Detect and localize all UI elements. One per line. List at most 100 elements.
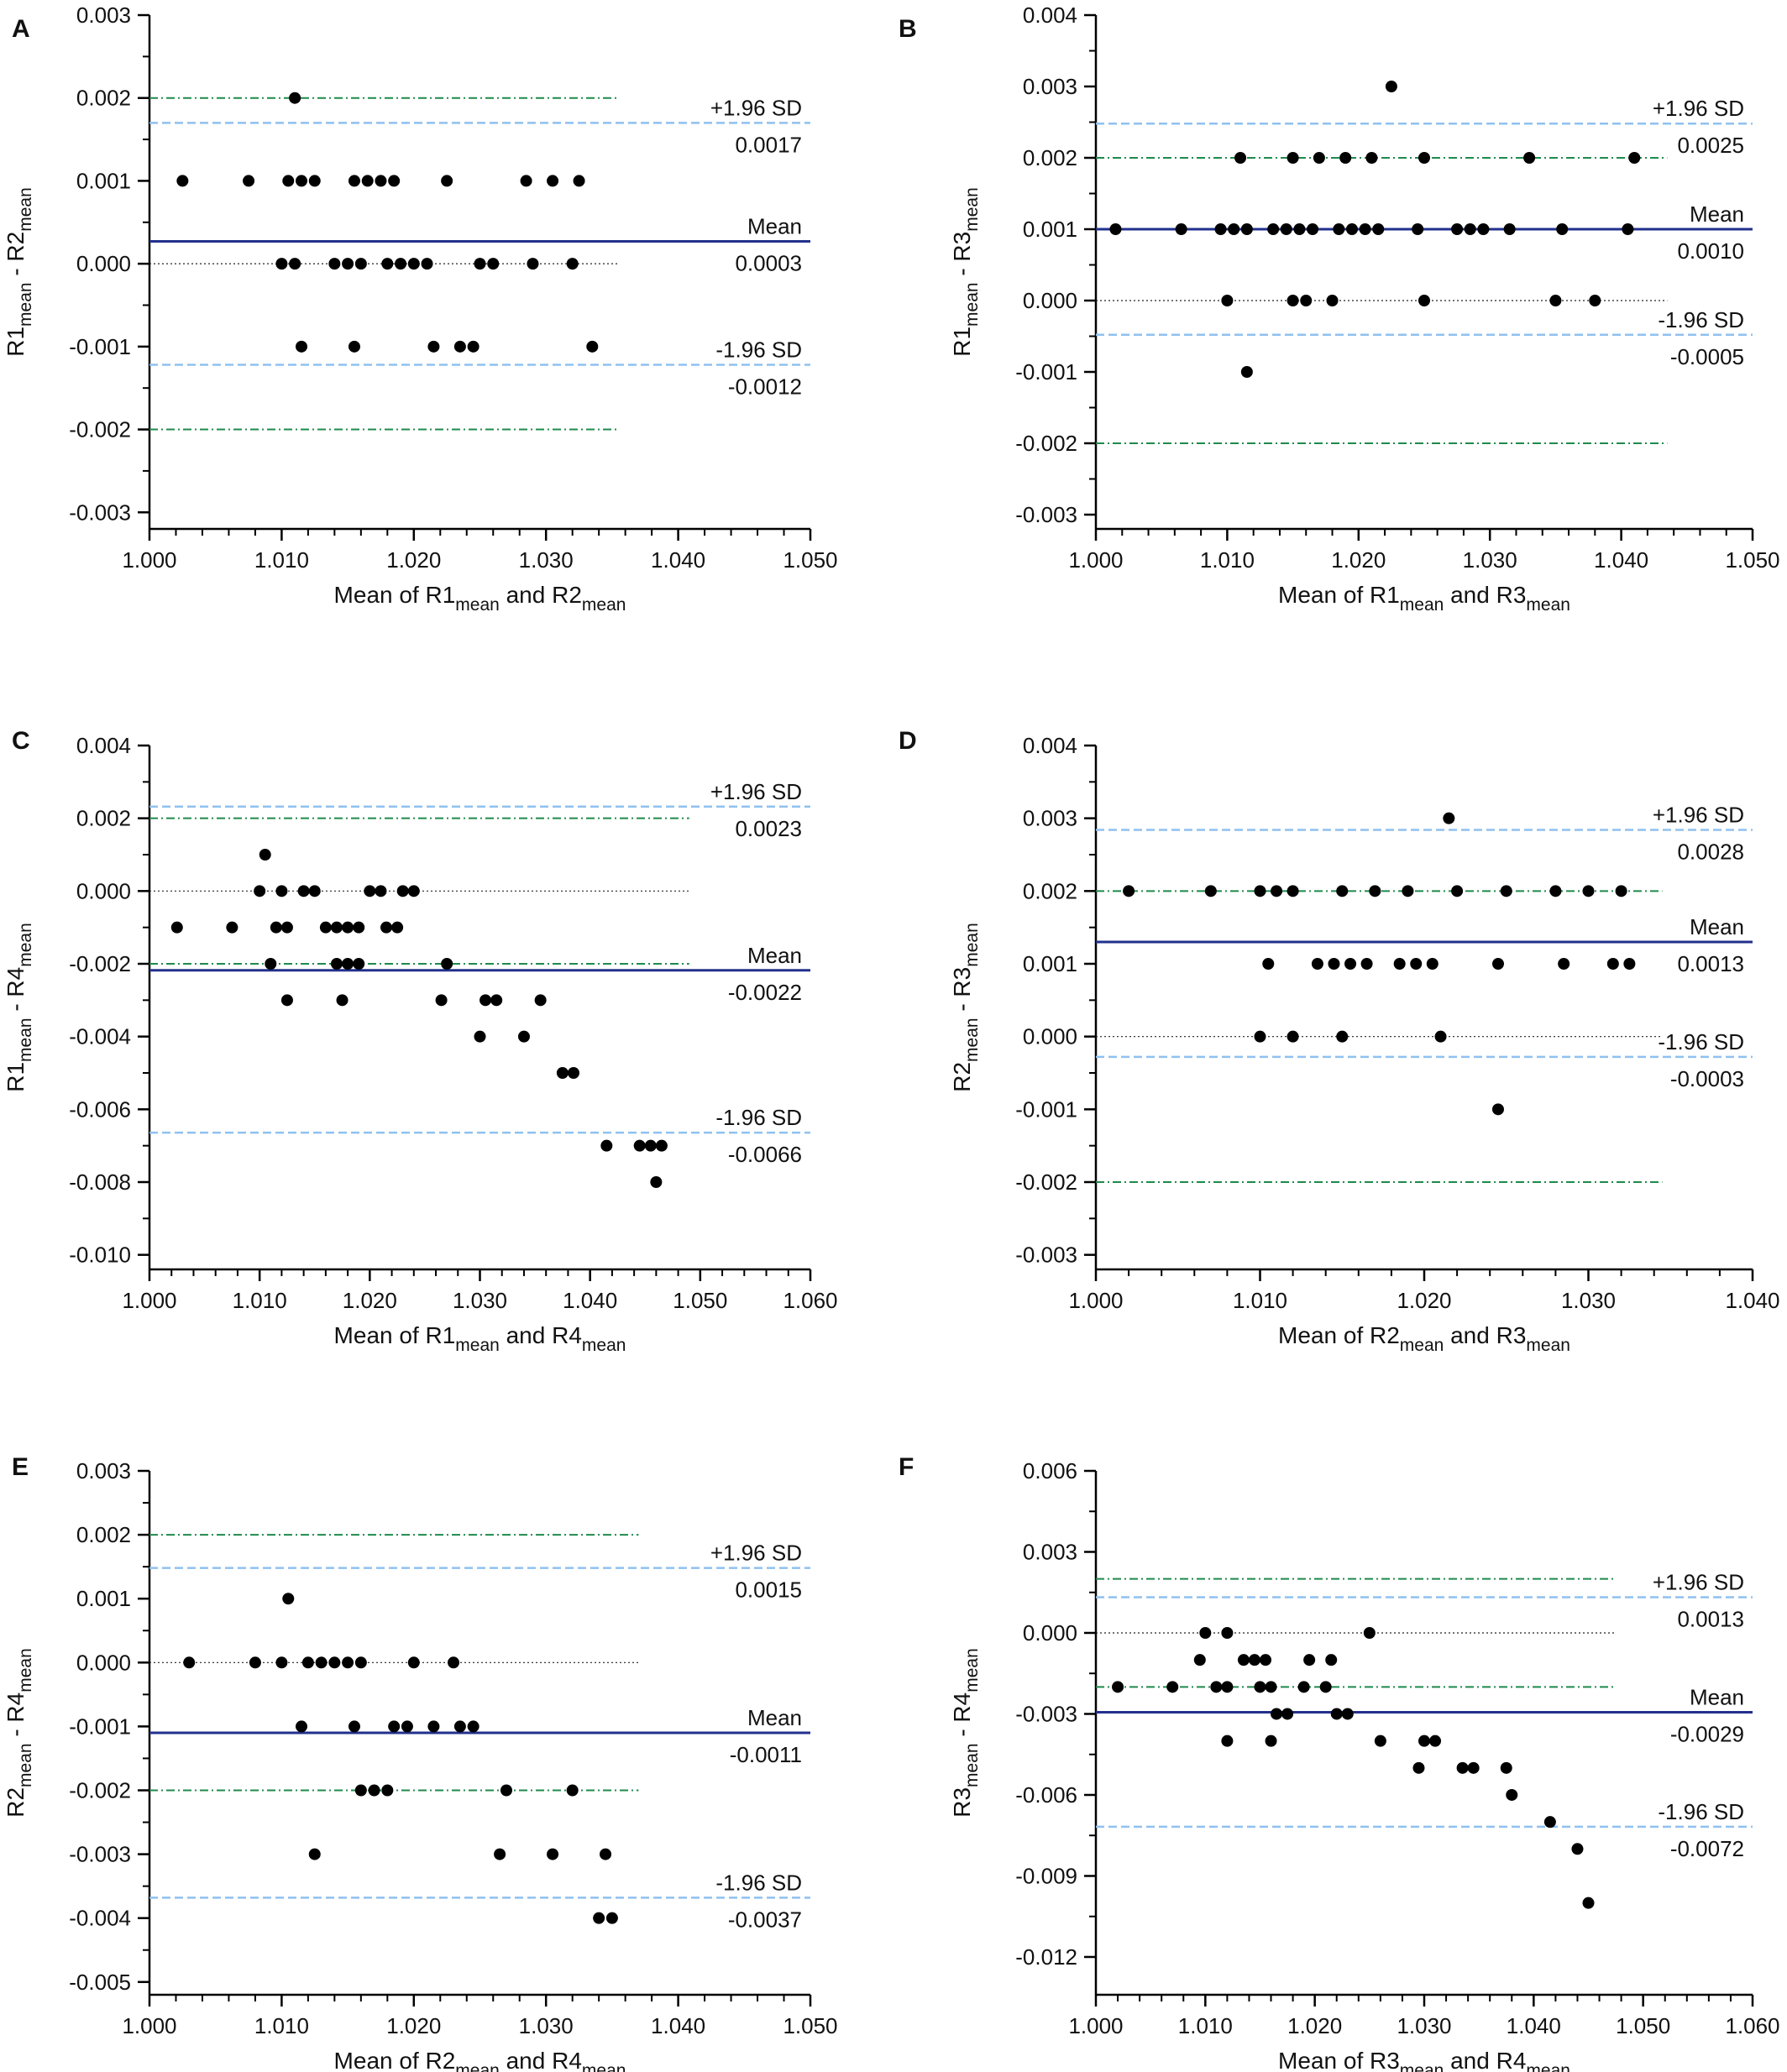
mean-name: Mean (1690, 1685, 1744, 1710)
mean-name: Mean (747, 1705, 802, 1730)
data-point (395, 258, 407, 270)
data-point (275, 885, 288, 897)
y-axis-label-part: R1 (3, 1062, 29, 1092)
data-point (600, 1848, 612, 1860)
y-tick-label: -0.002 (1015, 431, 1077, 456)
data-point (1622, 223, 1634, 235)
x-axis-label-part: mean (1400, 595, 1444, 615)
data-point (517, 1030, 530, 1043)
data-point (1500, 1761, 1512, 1774)
panel-C: C 1.000 1.010 1.020 1.030 1.040 1.050 1.060 -0.0… (3, 727, 838, 1355)
y-tick-label: 0.000 (1023, 1620, 1077, 1646)
y-axis-label-part: mean (16, 1743, 35, 1787)
data-point (1410, 958, 1423, 970)
data-point (1491, 958, 1504, 970)
y-tick-label: 0.003 (1023, 1539, 1077, 1564)
data-point (381, 1784, 394, 1797)
data-point (427, 1720, 440, 1733)
data-point (1582, 1897, 1595, 1909)
data-point (1434, 1030, 1447, 1043)
data-point (1412, 223, 1424, 235)
data-point (1265, 1681, 1277, 1693)
x-tick-label: 1.050 (673, 1288, 727, 1313)
y-axis-label-part: mean (962, 187, 982, 232)
y-tick-label: 0.001 (76, 1586, 131, 1611)
mean-name: Mean (1690, 201, 1744, 227)
data-point (388, 1720, 401, 1733)
data-point (1319, 1681, 1332, 1693)
data-point (176, 175, 189, 187)
y-axis-label-part: R3 (949, 1787, 975, 1818)
data-point (296, 1720, 308, 1733)
y-tick-label: 0.002 (76, 806, 131, 831)
data-point (1199, 1626, 1212, 1639)
data-point (1393, 958, 1406, 970)
y-tick-label: 0.000 (76, 1650, 131, 1675)
data-point (435, 994, 448, 1007)
data-point (1336, 885, 1349, 897)
x-axis-label-part: and R3 (1444, 1322, 1526, 1348)
y-axis-label-part: R2 (3, 1787, 29, 1818)
data-point (1221, 1681, 1234, 1693)
y-tick-label: -0.006 (69, 1096, 131, 1122)
y-tick-label: 0.003 (1023, 74, 1077, 99)
data-point (364, 885, 376, 897)
data-point (1254, 1681, 1266, 1693)
data-point (1523, 152, 1536, 164)
mean-value: 0.0003 (735, 250, 802, 275)
data-point (1418, 1735, 1430, 1747)
panel-D: D 1.000 1.010 1.020 1.030 1.040 -0.003 -0.002 -0… (899, 727, 1780, 1355)
data-point (354, 1784, 367, 1797)
data-point (1287, 295, 1299, 306)
y-axis-label-part: R1 (3, 327, 29, 357)
y-axis-label-part: mean (962, 1648, 982, 1693)
y-axis-label-part: - R4 (949, 1693, 975, 1744)
data-point (1549, 295, 1562, 306)
y-tick-label: -0.002 (1015, 1169, 1077, 1195)
data-point (1549, 885, 1562, 897)
data-point (297, 885, 310, 897)
x-axis-label: Mean of R2mean and R3mean (1278, 1322, 1570, 1355)
y-tick-label: -0.003 (1015, 1243, 1077, 1268)
data-point (1426, 958, 1439, 970)
x-tick-label: 1.010 (233, 1288, 287, 1313)
x-tick-label: 1.040 (563, 1288, 617, 1313)
x-axis-label-part: and R3 (1444, 582, 1526, 608)
data-point (1210, 1681, 1223, 1693)
y-tick-label: -0.003 (1015, 502, 1077, 527)
x-tick-label: 1.020 (1287, 2013, 1342, 2038)
data-point (1240, 223, 1253, 235)
data-point (1418, 152, 1430, 164)
y-axis-label: R1mean - R4mean (3, 923, 35, 1092)
data-point (328, 258, 341, 270)
data-point (330, 958, 343, 970)
x-axis-label-part: mean (455, 2061, 500, 2072)
data-point (388, 175, 401, 187)
x-axis-label-part: Mean of R2 (334, 2048, 456, 2072)
x-tick-label: 1.010 (1200, 547, 1255, 573)
data-point (407, 885, 420, 897)
data-point (547, 1848, 559, 1860)
y-tick-label: -0.009 (1015, 1863, 1077, 1888)
data-point (441, 175, 453, 187)
x-tick-label: 1.020 (1331, 547, 1386, 573)
y-axis-label-part: R2 (949, 1062, 975, 1092)
lower-loa-value: -0.0012 (728, 374, 802, 400)
y-tick-label: -0.002 (69, 951, 131, 976)
upper-loa-value: 0.0028 (1677, 840, 1744, 865)
x-tick-label: 1.030 (1397, 2013, 1451, 2038)
data-point (289, 258, 301, 270)
data-point (1267, 223, 1280, 235)
data-point (1109, 223, 1122, 235)
x-tick-label: 1.050 (783, 547, 837, 573)
y-tick-label: 0.004 (1023, 3, 1077, 28)
lower-loa-name: -1.96 SD (715, 1870, 802, 1895)
panel-letter: C (12, 727, 30, 755)
upper-loa-name: +1.96 SD (710, 95, 802, 120)
data-point (467, 340, 480, 353)
lower-loa-name: -1.96 SD (1658, 1799, 1744, 1824)
data-point (183, 1656, 196, 1669)
data-point (573, 175, 585, 187)
x-tick-label: 1.040 (651, 2013, 705, 2038)
data-point (1363, 1626, 1376, 1639)
